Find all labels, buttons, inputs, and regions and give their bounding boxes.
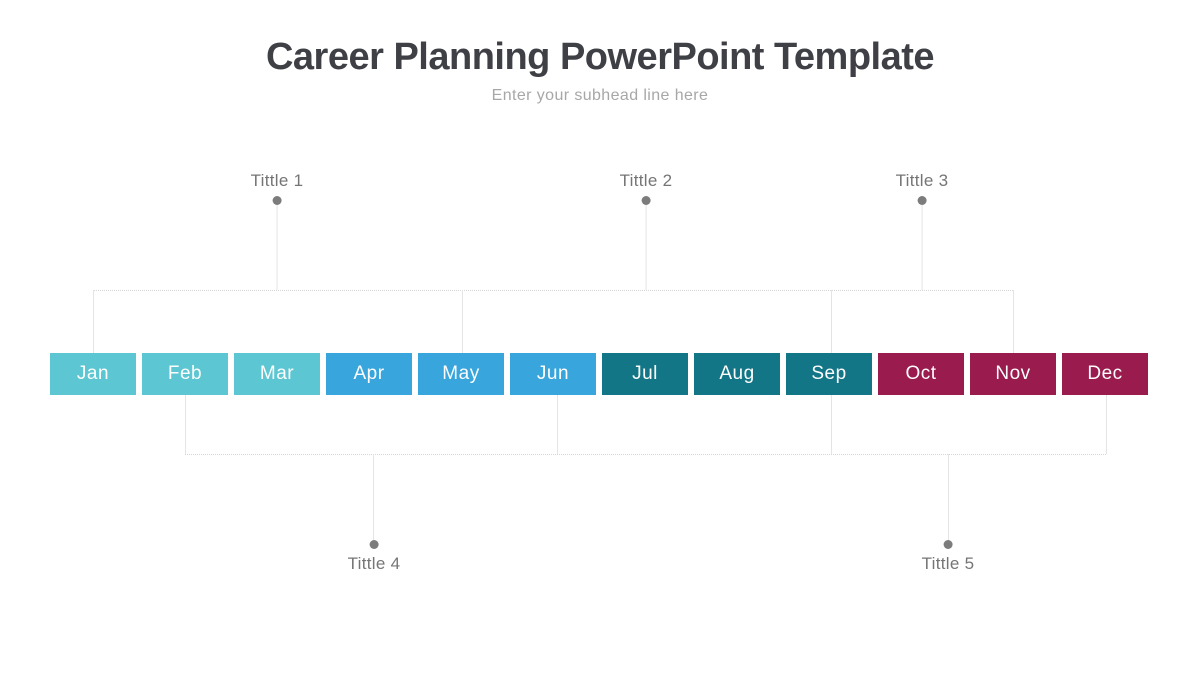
page-subtitle: Enter your subhead line here xyxy=(491,87,709,104)
bottom-bracket-line xyxy=(185,454,1106,455)
month-cell-jul: Jul xyxy=(602,353,688,395)
bottom-marker-5: Tittle 5 xyxy=(922,540,975,575)
page-title: Career Planning PowerPoint Template xyxy=(265,36,935,78)
top-marker-2-label: Tittle 2 xyxy=(619,171,673,190)
month-cell-may: May xyxy=(418,353,504,395)
month-cell-apr: Apr xyxy=(326,353,412,395)
marker-dot-icon xyxy=(917,196,927,205)
month-cell-jun: Jun xyxy=(510,353,596,395)
top-marker-3: Tittle 3 xyxy=(896,170,949,290)
marker-dot-icon xyxy=(369,540,379,549)
marker-dot-icon xyxy=(943,540,953,549)
top-marker-2: Tittle 2 xyxy=(620,170,673,290)
month-cell-sep: Sep xyxy=(786,353,872,395)
marker-dot-icon xyxy=(272,196,282,205)
top-bracket-line xyxy=(93,290,1013,291)
marker-stem-line xyxy=(276,205,278,290)
bottom-marker-4: Tittle 4 xyxy=(348,540,401,575)
month-cell-nov: Nov xyxy=(970,353,1056,395)
month-cell-jan: Jan xyxy=(50,353,136,395)
month-cell-aug: Aug xyxy=(694,353,780,395)
bottom-bracket-riser-jun xyxy=(557,395,558,454)
top-bracket-drop-nov xyxy=(1013,290,1014,353)
bottom-bracket-drop-title5 xyxy=(948,454,949,540)
bottom-marker-5-label: Tittle 5 xyxy=(921,554,975,573)
top-bracket-drop-jan xyxy=(93,290,94,353)
month-cell-mar: Mar xyxy=(234,353,320,395)
bottom-bracket-riser-dec xyxy=(1106,395,1107,454)
month-cell-oct: Oct xyxy=(878,353,964,395)
month-cell-feb: Feb xyxy=(142,353,228,395)
top-marker-1-label: Tittle 1 xyxy=(250,171,304,190)
bottom-bracket-riser-sep xyxy=(831,395,832,454)
top-bracket-drop-sep xyxy=(831,290,832,353)
marker-stem-line xyxy=(645,205,647,290)
marker-dot-icon xyxy=(641,196,651,205)
month-cell-dec: Dec xyxy=(1062,353,1148,395)
top-bracket-drop-may xyxy=(462,290,463,353)
marker-stem-line xyxy=(921,205,923,290)
top-marker-1: Tittle 1 xyxy=(251,170,304,290)
top-marker-3-label: Tittle 3 xyxy=(895,171,949,190)
bottom-marker-4-label: Tittle 4 xyxy=(347,554,401,573)
bottom-bracket-riser-feb xyxy=(185,395,186,454)
month-row: Jan Feb Mar Apr May Jun Jul Aug Sep Oct … xyxy=(50,353,1148,395)
bottom-bracket-drop-title4 xyxy=(373,454,374,540)
